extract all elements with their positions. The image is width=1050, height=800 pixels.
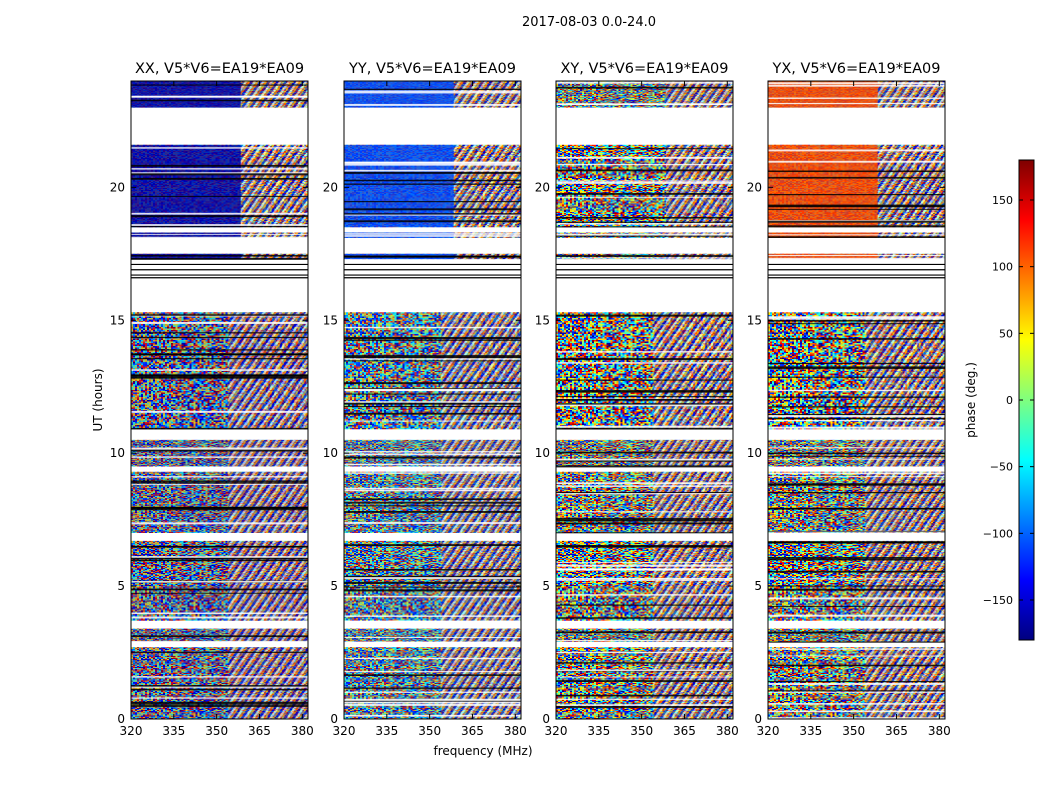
y-tick-label: 5: [330, 579, 338, 593]
colorbar-tick-label: 150: [992, 194, 1013, 207]
y-tick-label: 20: [110, 180, 125, 194]
panel-frame: [555, 80, 734, 720]
colorbar-tick-label: −50: [990, 461, 1013, 474]
y-tick-label: 10: [323, 446, 338, 460]
y-tick-label: 5: [754, 579, 762, 593]
panel-title: XX, V5*V6=EA19*EA09: [135, 61, 304, 77]
panel-title: YX, V5*V6=EA19*EA09: [771, 61, 940, 77]
y-tick-label: 20: [323, 180, 338, 194]
y-tick-label: 20: [535, 180, 550, 194]
x-tick-label: 350: [630, 724, 653, 738]
x-axis-label: frequency (MHz): [433, 744, 532, 758]
x-tick-label: 320: [120, 724, 143, 738]
x-tick-label: 365: [885, 724, 908, 738]
y-tick-label: 10: [110, 446, 125, 460]
y-tick-label: 15: [110, 313, 125, 327]
x-tick-label: 380: [716, 724, 739, 738]
x-tick-label: 335: [587, 724, 610, 738]
colorbar-tick-label: −150: [983, 594, 1013, 607]
x-tick-label: 365: [461, 724, 484, 738]
y-tick-label: 10: [747, 446, 762, 460]
y-tick-label: 15: [747, 313, 762, 327]
y-tick-label: 10: [535, 446, 550, 460]
x-tick-label: 380: [928, 724, 951, 738]
x-tick-label: 320: [545, 724, 568, 738]
x-tick-label: 380: [504, 724, 527, 738]
panel-yx: YX, V5*V6=EA19*EA09 320 335 350 365 380 0 5 10 15…: [747, 61, 951, 738]
x-tick-label: 335: [375, 724, 398, 738]
x-tick-label: 335: [162, 724, 185, 738]
y-tick-label: 15: [323, 313, 338, 327]
x-tick-label: 350: [205, 724, 228, 738]
x-tick-label: 320: [333, 724, 356, 738]
panel-xy: XY, V5*V6=EA19*EA09 320 335 350 365 380 0 5 10 15…: [535, 61, 739, 738]
panel-frame: [767, 80, 946, 720]
x-tick-label: 350: [418, 724, 441, 738]
panel-title: XY, V5*V6=EA19*EA09: [560, 61, 728, 77]
y-tick-label: 20: [747, 180, 762, 194]
y-axis-label: UT (hours): [91, 368, 105, 431]
x-tick-label: 365: [673, 724, 696, 738]
panel-yy: YY, V5*V6=EA19*EA09 320 335 350 365 380 0 5 10 15…: [323, 61, 527, 738]
figure-suptitle: 2017-08-03 0.0-24.0: [522, 15, 656, 30]
y-tick-label: 0: [754, 712, 762, 726]
panel-frame: [130, 80, 309, 720]
x-tick-label: 350: [842, 724, 865, 738]
colorbar-tick-label: 0: [1006, 394, 1013, 407]
y-tick-label: 0: [117, 712, 125, 726]
panels-group: XX, V5*V6=EA19*EA09 320 335 350 365 380 0 5 10 15…: [110, 61, 951, 738]
panel-frame: [343, 80, 522, 720]
y-tick-label: 15: [535, 313, 550, 327]
x-tick-label: 320: [757, 724, 780, 738]
colorbar-tick-label: −100: [983, 527, 1013, 540]
panel-title: YY, V5*V6=EA19*EA09: [348, 61, 516, 77]
panel-xx: XX, V5*V6=EA19*EA09 320 335 350 365 380 0 5 10 15…: [110, 61, 314, 738]
x-tick-label: 335: [799, 724, 822, 738]
colorbar-label: phase (deg.): [964, 362, 978, 438]
y-tick-label: 5: [542, 579, 550, 593]
colorbar-tick-label: 100: [992, 261, 1013, 274]
colorbar: 150 100 50 0 −50 −100 −150 phase (deg.): [964, 159, 1035, 641]
y-tick-label: 5: [117, 579, 125, 593]
y-tick-label: 0: [542, 712, 550, 726]
colorbar-tick-label: 50: [999, 327, 1013, 340]
x-tick-label: 365: [248, 724, 271, 738]
y-tick-label: 0: [330, 712, 338, 726]
x-tick-label: 380: [291, 724, 314, 738]
